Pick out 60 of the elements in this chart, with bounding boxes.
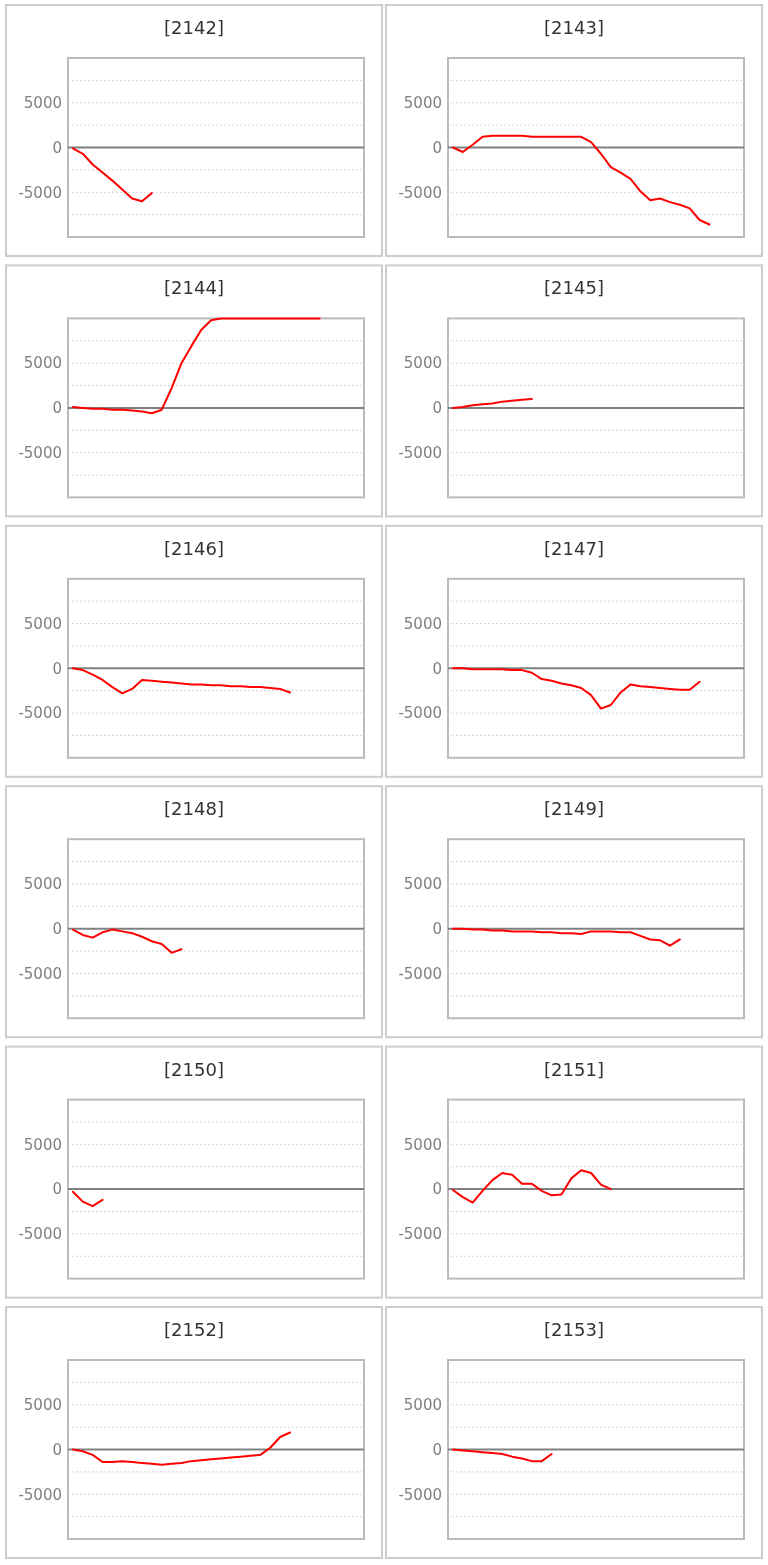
chart-title: [2151]	[544, 1058, 604, 1080]
y-tick-label: -5000	[398, 704, 442, 723]
y-tick-label: 5000	[23, 1396, 62, 1414]
line-series	[71, 667, 291, 695]
y-tick-label: 0	[52, 919, 62, 938]
y-tick-label: -5000	[18, 1485, 62, 1504]
y-tick-label: 5000	[403, 354, 442, 373]
y-tick-label: -5000	[398, 1225, 442, 1244]
y-tick-label: -5000	[398, 443, 442, 462]
line-series	[451, 134, 711, 226]
y-tick-label: 5000	[23, 94, 62, 112]
line-series	[71, 1190, 104, 1208]
y-tick-label: 0	[52, 138, 62, 157]
y-tick-label: 0	[52, 1180, 62, 1199]
chart-title: [2150]	[164, 1058, 224, 1080]
chart-title: [2144]	[164, 277, 224, 299]
line-series	[71, 317, 321, 415]
line-series	[451, 1448, 553, 1463]
line-series	[71, 1431, 291, 1466]
line-series	[451, 667, 701, 710]
y-tick-label: 0	[432, 1180, 442, 1199]
y-tick-label: 5000	[403, 1135, 442, 1154]
chart-title: [2146]	[164, 537, 224, 559]
y-tick-label: -5000	[398, 183, 442, 202]
chart-title: [2149]	[544, 798, 604, 820]
line-series	[451, 1169, 612, 1204]
y-tick-label: 0	[432, 399, 442, 418]
chart-title: [2142]	[164, 17, 224, 38]
y-tick-label: -5000	[398, 1485, 442, 1504]
y-tick-label: 0	[52, 399, 62, 418]
line-series	[451, 927, 681, 947]
y-tick-label: -5000	[18, 964, 62, 983]
line-series	[71, 928, 183, 954]
chart-title: [2148]	[164, 798, 224, 820]
y-tick-label: 5000	[403, 875, 442, 894]
y-tick-label: 5000	[23, 614, 62, 633]
y-tick-label: 0	[432, 919, 442, 938]
y-tick-label: 0	[52, 659, 62, 678]
chart-title: [2145]	[544, 277, 604, 299]
chart-title: [2152]	[164, 1319, 224, 1340]
y-tick-label: 5000	[403, 1396, 442, 1414]
y-tick-label: -5000	[18, 1225, 62, 1244]
y-tick-label: 0	[52, 1440, 62, 1459]
y-tick-label: 0	[432, 138, 442, 157]
chart-title: [2153]	[544, 1319, 604, 1340]
y-tick-label: -5000	[18, 183, 62, 202]
chart-title: [2143]	[544, 17, 604, 38]
y-tick-label: -5000	[18, 704, 62, 723]
y-tick-label: 0	[432, 1440, 442, 1459]
y-tick-label: 5000	[23, 875, 62, 894]
y-tick-label: -5000	[398, 964, 442, 983]
y-tick-label: 5000	[403, 94, 442, 112]
line-series	[71, 147, 153, 203]
y-tick-label: 0	[432, 659, 442, 678]
line-series	[451, 397, 533, 409]
y-tick-label: 5000	[403, 614, 442, 633]
y-tick-label: 5000	[23, 1135, 62, 1154]
y-tick-label: 5000	[23, 354, 62, 373]
chart-title: [2147]	[544, 537, 604, 559]
y-tick-label: -5000	[18, 443, 62, 462]
